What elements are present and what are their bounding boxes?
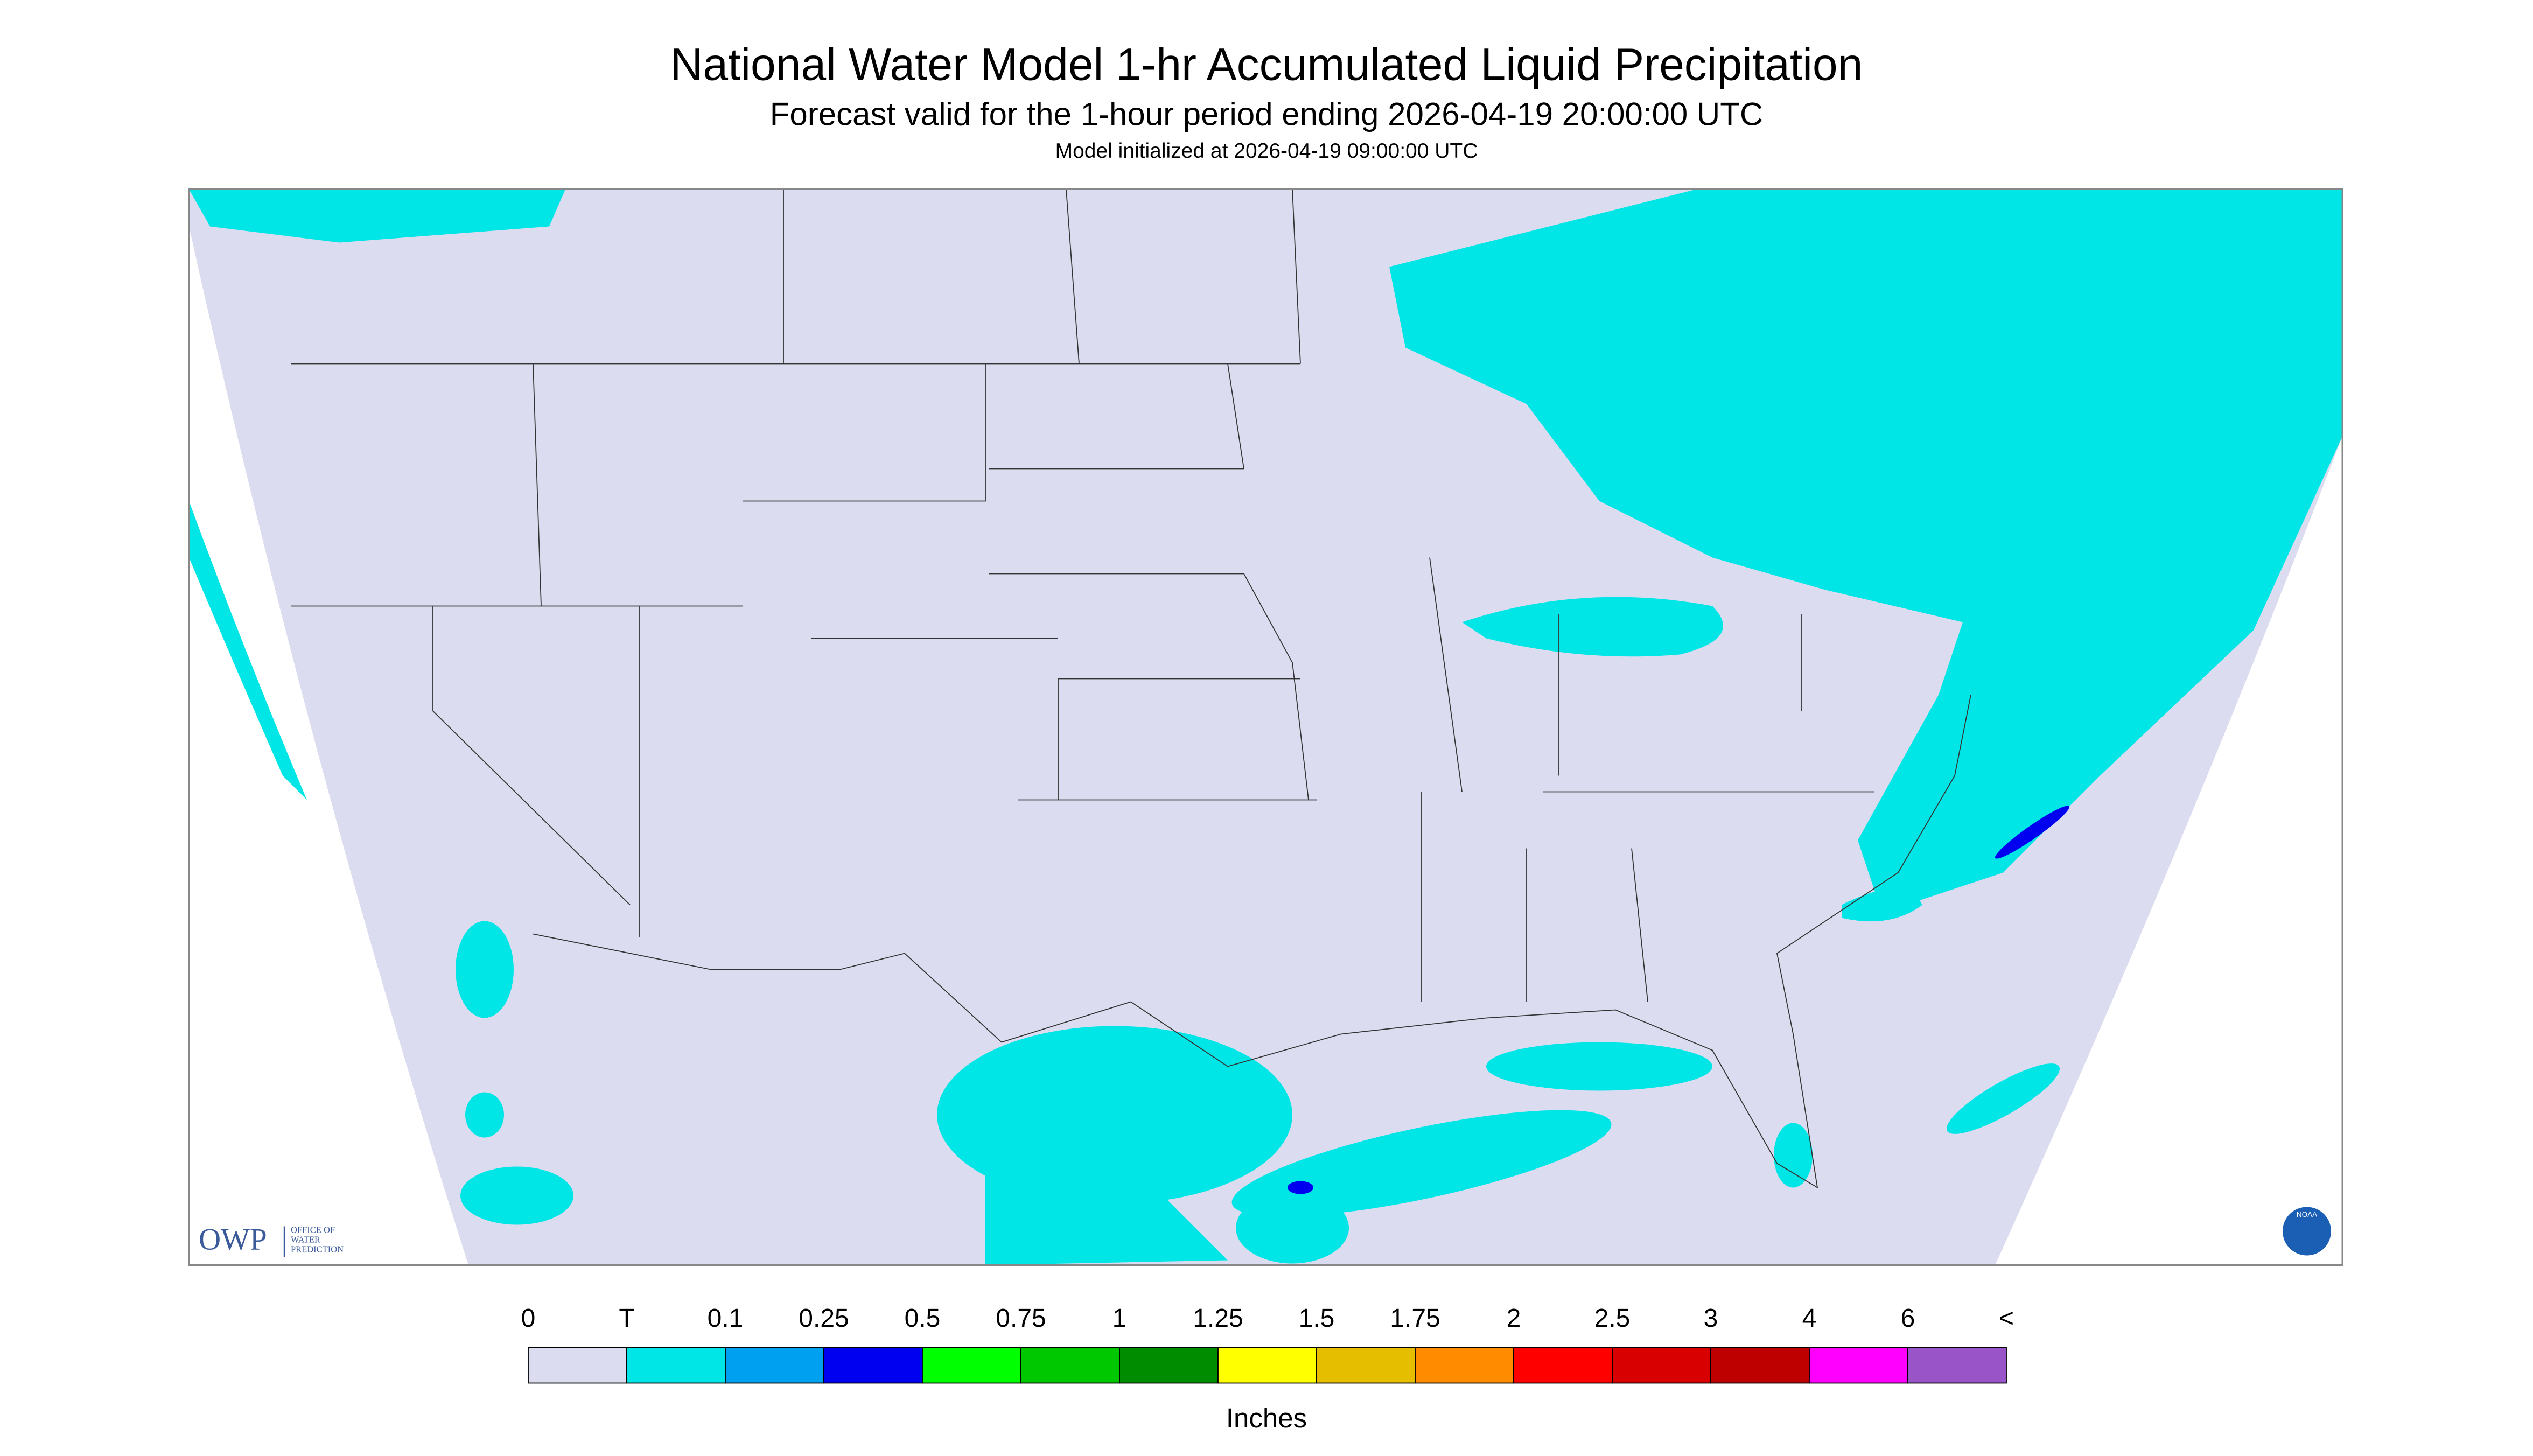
legend-swatch [528,1347,627,1384]
legend-unit: Inches [1226,1403,1307,1433]
owp-text-line: WATER [291,1235,320,1245]
owp-text-line: OFFICE OF [291,1225,335,1235]
legend-swatch [1119,1347,1219,1384]
precip-light [189,189,2342,1265]
legend-label: 0.75 [996,1304,1046,1333]
legend-swatch [922,1347,1021,1384]
legend-label: 1.5 [1299,1304,1335,1333]
precip-heavy [1288,806,2070,1194]
owp-text-line: PREDICTION [291,1244,344,1255]
legend-label: 2.5 [1594,1304,1631,1333]
legend-swatch [1020,1347,1120,1384]
legend-label: 2 [1507,1304,1521,1333]
legend-swatch [1710,1347,1810,1384]
legend-label: 1.75 [1390,1304,1440,1333]
legend-label: 4 [1802,1304,1817,1333]
noaa-text: NOAA [2297,1210,2317,1219]
legend-label: T [619,1304,634,1333]
legend-swatch [1415,1347,1514,1384]
legend-swatch [1612,1347,1711,1384]
owp-logo: OWP [199,1223,267,1257]
legend-label: 0 [521,1304,536,1333]
subtitle: Forecast valid for the 1-hour period end… [770,96,1763,132]
legend-swatch [626,1347,726,1384]
legend-label: 0.1 [708,1304,744,1333]
legend-label: 1 [1112,1304,1127,1333]
title: National Water Model 1-hr Accumulated Li… [670,39,1863,90]
legend-label: 6 [1901,1304,1915,1333]
legend-swatch [1907,1347,2007,1384]
legend-label: 3 [1704,1304,1718,1333]
legend-label: < [1999,1304,2014,1333]
legend-swatch [725,1347,824,1384]
legend-label: 0.25 [799,1304,849,1333]
legend-swatch [1809,1347,1908,1384]
legend-swatch [1217,1347,1317,1384]
legend: 0 T 0.1 0.25 0.5 0.75 1 1.25 1.5 1.75 2 2.5 3 4 6 < [521,1304,2014,1384]
borders [291,189,1971,1189]
legend-label: 1.25 [1193,1304,1243,1333]
noaa-logo [2283,1207,2331,1256]
legend-label: 0.5 [905,1304,941,1333]
legend-swatch [823,1347,923,1384]
legend-swatch [1513,1347,1613,1384]
init-time: Model initialized at 2026-04-19 09:00:00… [1055,139,1478,163]
map-frame [188,188,2343,1266]
map [188,188,2343,1266]
legend-swatch [1316,1347,1416,1384]
